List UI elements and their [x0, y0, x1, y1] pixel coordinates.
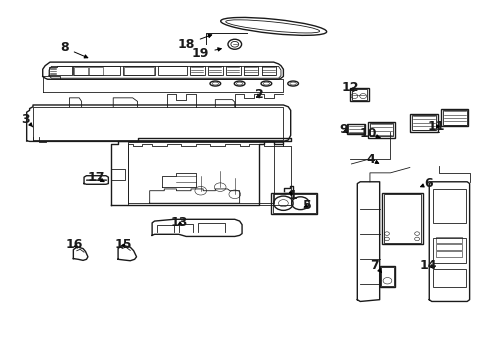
- Bar: [271, 193, 317, 214]
- Bar: [225, 66, 240, 75]
- Text: 14: 14: [419, 258, 436, 271]
- Bar: [347, 124, 363, 133]
- Text: 5: 5: [303, 198, 311, 212]
- Text: 9: 9: [339, 123, 348, 136]
- Bar: [435, 244, 461, 249]
- Bar: [441, 109, 467, 126]
- Bar: [89, 67, 102, 75]
- Bar: [379, 266, 394, 287]
- Bar: [272, 194, 315, 213]
- Bar: [123, 67, 153, 75]
- Text: 2: 2: [254, 88, 263, 101]
- Bar: [74, 67, 88, 75]
- Bar: [73, 66, 119, 75]
- Text: 6: 6: [420, 177, 432, 190]
- Text: 13: 13: [170, 216, 187, 229]
- Bar: [435, 251, 461, 257]
- Bar: [207, 66, 222, 75]
- Bar: [432, 269, 465, 287]
- Text: 16: 16: [65, 238, 83, 251]
- Bar: [350, 88, 368, 102]
- Bar: [352, 89, 366, 100]
- Text: 18: 18: [177, 35, 211, 51]
- Bar: [383, 194, 420, 243]
- Bar: [442, 111, 466, 125]
- Bar: [432, 238, 465, 263]
- Bar: [158, 66, 187, 75]
- Bar: [190, 66, 204, 75]
- Bar: [432, 189, 465, 223]
- Text: 11: 11: [427, 120, 445, 133]
- Bar: [261, 66, 276, 75]
- Bar: [370, 123, 392, 136]
- Bar: [409, 114, 437, 132]
- Text: 10: 10: [359, 127, 379, 140]
- Text: 4: 4: [366, 153, 378, 166]
- Text: 1: 1: [288, 189, 297, 202]
- Text: 12: 12: [341, 81, 359, 94]
- Text: 7: 7: [369, 258, 381, 273]
- Bar: [368, 122, 394, 138]
- Text: 3: 3: [21, 113, 33, 127]
- Bar: [380, 267, 393, 286]
- Bar: [243, 66, 258, 75]
- Text: 8: 8: [60, 41, 88, 58]
- Text: 15: 15: [114, 238, 131, 251]
- Bar: [381, 193, 422, 244]
- Bar: [411, 115, 435, 130]
- Text: 19: 19: [192, 47, 221, 60]
- Bar: [435, 237, 461, 243]
- Bar: [346, 123, 365, 134]
- Text: 17: 17: [87, 171, 105, 184]
- Bar: [122, 66, 154, 75]
